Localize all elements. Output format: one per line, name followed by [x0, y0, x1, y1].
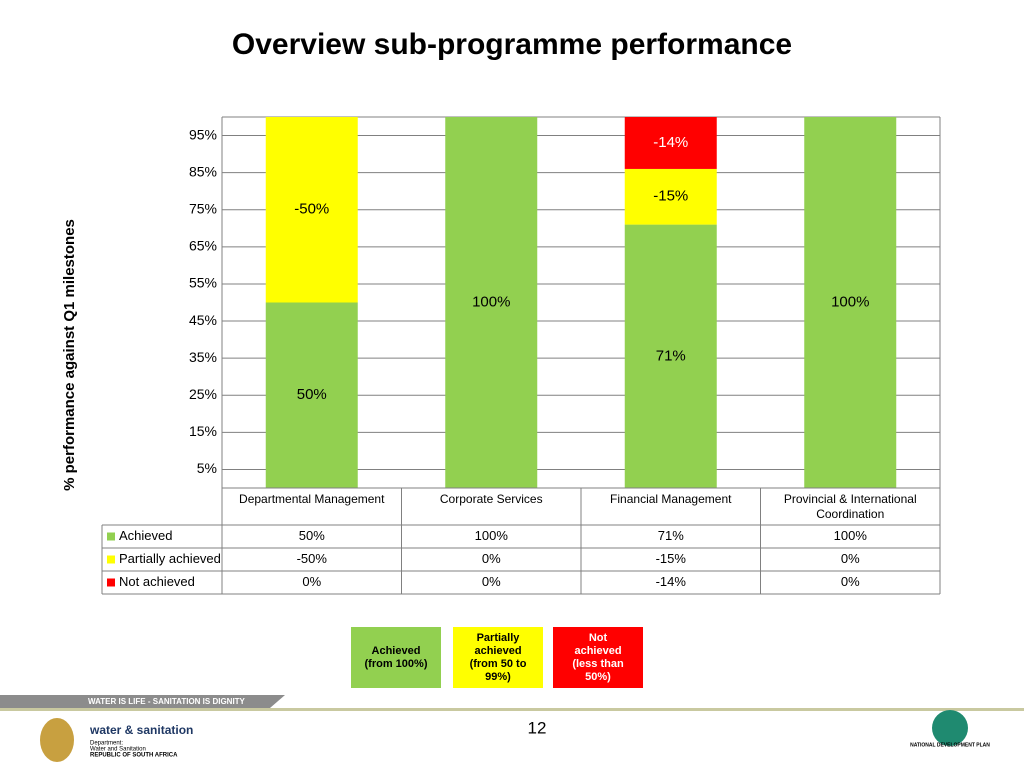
y-axis-label: % performance against Q1 milestones: [61, 219, 78, 491]
legend-swatch: [107, 578, 115, 587]
table-value: 0%: [482, 551, 501, 566]
key-text: 99%): [485, 671, 511, 683]
bar-segment: [624, 168, 717, 225]
y-tick-label: 45%: [189, 312, 217, 328]
bar-segment: [265, 302, 358, 488]
bar-segment: [624, 117, 717, 169]
y-tick-label: 65%: [189, 238, 217, 254]
key-text: (less than: [572, 658, 624, 670]
category-label: Provincial & International Coordination: [783, 492, 917, 521]
table-value: -14%: [656, 574, 687, 589]
chart-title: Overview sub-programme performance: [232, 28, 792, 61]
table-value: 100%: [834, 528, 868, 543]
key-text: (from 100%): [365, 658, 428, 670]
bar-label: -14%: [653, 134, 688, 151]
y-tick-label: 25%: [189, 386, 217, 402]
dept-line: Water and Sanitation: [90, 747, 146, 753]
y-tick-label: 15%: [189, 423, 217, 439]
table-header-cell: Departmental Management: [239, 492, 385, 506]
category-label: Corporate Services: [439, 492, 543, 506]
key-box: [351, 627, 441, 688]
table-value: -50%: [297, 551, 328, 566]
bar-label: 50%: [297, 386, 327, 403]
key-text: Partially: [477, 632, 521, 644]
table-header-cell: Provincial & International Coordination: [783, 492, 917, 521]
key-text: Not: [589, 632, 608, 644]
key-text: Achieved: [372, 645, 421, 657]
bar-label: -15%: [653, 188, 688, 205]
y-tick-label: 55%: [189, 275, 217, 291]
ndp-text: NATIONAL DEVELOPMENT PLAN: [910, 742, 990, 748]
category-label: Financial Management: [610, 492, 732, 506]
bar-segment: [804, 117, 897, 488]
table-value: 100%: [475, 528, 509, 543]
y-tick-label: 85%: [189, 163, 217, 179]
bar-label: -50%: [294, 201, 329, 218]
table-value: 50%: [299, 528, 325, 543]
key-box: [553, 627, 643, 688]
category-label: Departmental Management: [239, 492, 385, 506]
table-value: 0%: [482, 574, 501, 589]
key-text: achieved: [574, 645, 621, 657]
key-text: achieved: [474, 645, 521, 657]
dept-line: Department:: [90, 741, 123, 747]
y-tick-label: 75%: [189, 200, 217, 216]
coat-of-arms: [40, 718, 74, 762]
table-value: 0%: [302, 574, 321, 589]
table-value: 71%: [658, 528, 684, 543]
bar-label: 100%: [831, 293, 869, 310]
table-value: -15%: [656, 551, 687, 566]
y-tick-label: 35%: [189, 349, 217, 365]
footer-rule: [0, 708, 1024, 711]
bar-segment: [445, 117, 538, 488]
footer-banner: [0, 695, 285, 708]
key-text: (from 50 to: [470, 658, 527, 670]
legend-swatch: [107, 555, 115, 564]
bar-label: 100%: [472, 293, 510, 310]
page-number: 12: [528, 718, 547, 737]
y-tick-label: 5%: [197, 460, 217, 476]
footer-banner-text: WATER IS LIFE - SANITATION IS DIGNITY: [88, 697, 246, 706]
table-header-cell: Corporate Services: [439, 492, 543, 506]
ndp-logo: [932, 710, 968, 746]
brand: water & sanitation: [89, 723, 193, 737]
legend-label: Not achieved: [119, 574, 195, 589]
bar-segment: [265, 117, 358, 303]
table-value: 0%: [841, 574, 860, 589]
table-value: 0%: [841, 551, 860, 566]
y-tick-label: 95%: [189, 126, 217, 142]
legend-swatch: [107, 532, 115, 541]
key-box: [453, 627, 543, 688]
key-text: 50%): [585, 671, 611, 683]
bar-segment: [624, 224, 717, 488]
legend-label: Achieved: [119, 528, 172, 543]
bar-label: 71%: [656, 347, 686, 364]
legend-label: Partially achieved: [119, 551, 221, 566]
table-header-cell: Financial Management: [610, 492, 732, 506]
dept-line: REPUBLIC OF SOUTH AFRICA: [90, 753, 178, 759]
